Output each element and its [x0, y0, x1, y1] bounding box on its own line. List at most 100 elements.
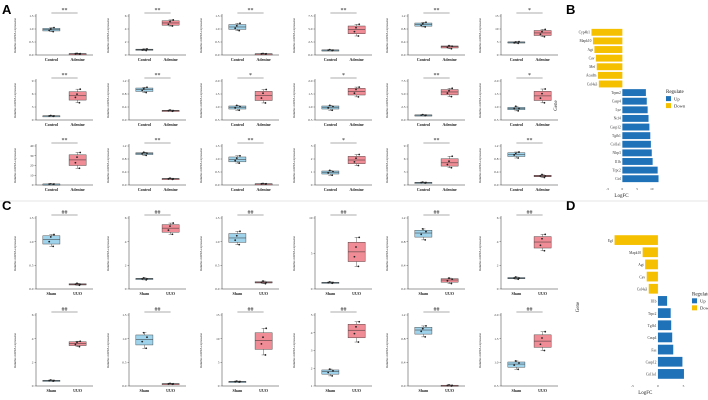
data-point	[448, 384, 450, 386]
gene-label: Tgfb1	[648, 324, 657, 328]
y-axis-label: Relative mRNA expression	[478, 333, 482, 368]
gene-label: Lyz	[615, 108, 621, 112]
data-point	[49, 28, 52, 30]
logfc-bar-tgfb1	[657, 320, 672, 331]
data-point	[424, 238, 427, 241]
gene-label: Trpm2	[611, 91, 621, 95]
data-point	[543, 176, 546, 179]
y-axis-label: Relative mRNA expression	[385, 236, 389, 271]
logfc-bar-casp12	[622, 123, 650, 131]
data-point	[49, 236, 52, 238]
x-group-label: Adenine	[535, 187, 549, 192]
y-tick-label: 0.4	[401, 264, 406, 268]
y-axis-label: Relative mRNA expression	[385, 333, 389, 368]
y-axis-label: Relative mRNA expression	[292, 148, 296, 183]
y-axis-label: Relative mRNA expression	[385, 148, 389, 183]
significance-marker: ##	[62, 210, 68, 216]
panel-label-b: B	[566, 2, 575, 17]
y-tick-label: 0	[311, 183, 313, 187]
logfc-bar-il1b	[622, 158, 653, 165]
data-point	[49, 379, 52, 381]
data-point	[260, 281, 263, 284]
gene-label: Col4a3	[637, 288, 648, 292]
data-point	[327, 281, 330, 284]
logfc-bar-trpm2	[622, 89, 646, 97]
legend-label-down: Down	[700, 306, 708, 311]
data-point	[142, 48, 145, 51]
data-point	[239, 154, 241, 157]
data-point	[446, 92, 449, 95]
data-point	[53, 183, 55, 185]
data-point	[169, 177, 171, 180]
x-group-label: Control	[45, 187, 59, 192]
data-point	[53, 114, 55, 117]
y-tick-label: 1.2	[401, 14, 406, 18]
y-tick-label: 1.5	[494, 337, 499, 341]
y-tick-label: 10	[309, 216, 313, 220]
y-tick-label: 1.0	[215, 157, 220, 161]
data-point	[239, 380, 241, 383]
treatment-box	[347, 88, 366, 96]
logfc-bar-casp4	[657, 332, 673, 343]
x-group-label: Control	[138, 122, 152, 127]
y-tick-label: 2	[32, 361, 34, 365]
data-point	[425, 21, 427, 24]
y-tick-label: 2	[311, 157, 313, 161]
y-tick-label: 0	[311, 287, 313, 291]
data-point	[48, 114, 51, 117]
gene-label: Agt	[588, 48, 593, 52]
y-tick-label: 0.4	[401, 40, 406, 44]
data-point	[425, 181, 427, 184]
gene-label: Trpc2	[648, 312, 657, 316]
y-tick-label: 1.0	[494, 361, 499, 365]
y-tick-label: 1.0	[29, 27, 34, 31]
data-point	[142, 87, 145, 90]
data-point	[353, 160, 356, 163]
data-point	[544, 28, 547, 31]
data-point	[518, 277, 520, 279]
y-axis-label: Relative mRNA expression	[199, 148, 203, 183]
x-group-label: Sham	[325, 291, 335, 296]
data-point	[420, 24, 423, 27]
y-tick-label: 0	[32, 384, 34, 388]
panel-d-logfc-chart: Egf Mapk10 Agt Cav Col4a3 Il1b Trpc2 Tgfb1 Casp4…	[576, 235, 708, 396]
data-point	[145, 154, 148, 157]
x-axis-label: LogFC	[614, 194, 629, 199]
y-tick-label: 5	[311, 252, 313, 256]
data-point	[446, 384, 449, 387]
y-axis-label: Relative mRNA expression	[106, 236, 110, 271]
logfc-bar-mapk10	[592, 37, 623, 45]
x-axis-label: LogFC	[638, 391, 653, 396]
data-point	[448, 89, 450, 92]
x-group-label: Adenine	[442, 187, 456, 192]
data-point	[541, 237, 543, 240]
y-tick-label: 0.8	[122, 92, 127, 96]
x-group-label: Adenine	[442, 57, 456, 62]
y-axis-label: Relative mRNA expression	[199, 333, 203, 368]
y-tick-label: 20	[30, 164, 34, 168]
data-point	[169, 20, 171, 23]
x-tick-label: 0	[622, 187, 624, 191]
x-group-label: Adenine	[349, 187, 363, 192]
data-point	[234, 106, 237, 109]
data-point	[517, 157, 520, 159]
significance-marker: **	[434, 138, 440, 144]
data-point	[76, 282, 78, 285]
y-tick-label: 0.5	[215, 264, 220, 268]
data-point	[541, 173, 543, 176]
data-point	[235, 157, 238, 160]
data-point	[238, 162, 241, 164]
y-tick-label: 2.0	[308, 79, 313, 83]
data-point	[448, 44, 450, 47]
data-point	[76, 156, 78, 159]
x-group-label: Control	[417, 57, 431, 62]
data-point	[79, 52, 82, 55]
data-point	[543, 249, 546, 252]
y-tick-label: 1.2	[401, 313, 406, 317]
data-point	[421, 113, 424, 116]
data-point	[265, 281, 268, 284]
y-tick-label: 1.5	[215, 92, 220, 96]
boxplot-c-1: Relative mRNA expression 1.5 1.0 0.5 0.0 Sham…	[13, 210, 93, 296]
significance-marker: ##	[248, 210, 254, 216]
